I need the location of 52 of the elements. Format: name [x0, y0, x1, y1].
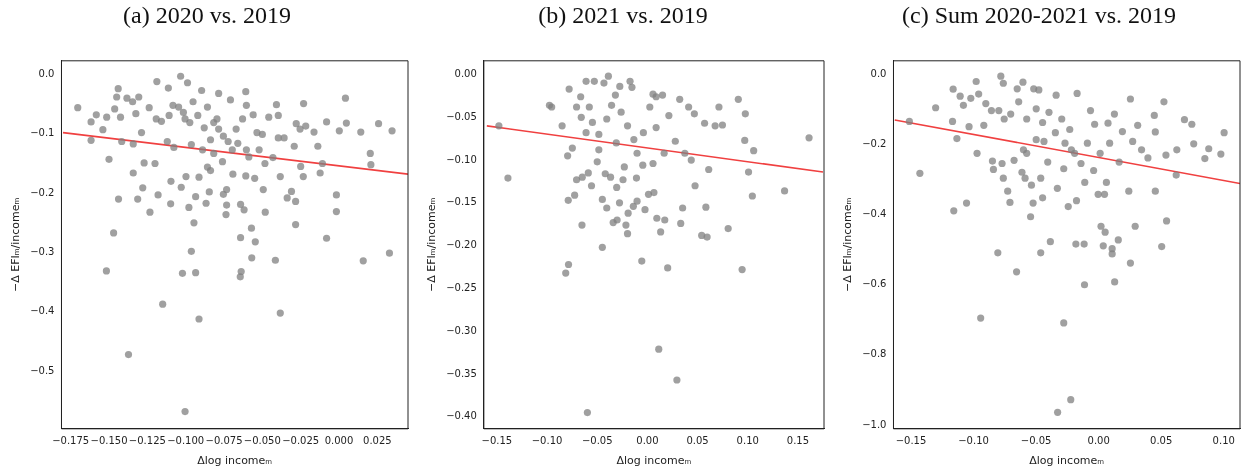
y-tick-label: −0.25 — [446, 282, 477, 294]
y-tick-label: −0.4 — [862, 208, 887, 220]
y-axis-title: −Δ EFIₘ/incomeₘ — [9, 197, 23, 293]
x-tick-label: 0.05 — [1150, 435, 1173, 447]
y-tick-label: −0.4 — [30, 305, 55, 317]
x-tick-label: −0.100 — [167, 435, 205, 447]
x-tick-label: −0.175 — [52, 435, 90, 447]
y-tick-label: 0.0 — [38, 68, 55, 80]
y-tick-label: −0.1 — [30, 127, 55, 139]
y-tick-label: −0.5 — [30, 364, 55, 376]
y-tick-label: −0.05 — [446, 110, 477, 122]
y-tick-label: −1.0 — [862, 418, 887, 430]
y-tick-label: −0.6 — [862, 278, 887, 290]
x-tick-label: −0.15 — [481, 435, 513, 447]
x-tick-label: 0.15 — [786, 435, 810, 447]
x-tick-label: 0.10 — [736, 435, 759, 447]
x-tick-label: −0.10 — [531, 435, 563, 447]
x-axis-title: Δlog incomeₘ — [616, 454, 692, 468]
y-tick-label: −0.10 — [446, 153, 477, 165]
x-tick-label: −0.050 — [243, 435, 281, 447]
x-tick-label: −0.15 — [895, 435, 927, 447]
x-tick-label: 0.025 — [363, 435, 392, 447]
y-axis-title: −Δ EFIₘ/incomeₘ — [841, 197, 855, 293]
chart-title: (c) Sum 2020-2021 vs. 2019 — [902, 1, 1176, 28]
x-tick-label: −0.125 — [128, 435, 166, 447]
y-tick-label: −0.2 — [862, 138, 887, 150]
y-tick-label: −0.35 — [446, 367, 477, 379]
chart-title: (a) 2020 vs. 2019 — [123, 1, 291, 28]
y-tick-label: −0.30 — [446, 324, 477, 336]
x-tick-label: −0.05 — [581, 435, 613, 447]
y-tick-label: −0.40 — [446, 410, 477, 422]
chart-title: (b) 2021 vs. 2019 — [538, 1, 708, 28]
y-tick-label: −0.20 — [446, 239, 477, 251]
y-tick-label: −0.15 — [446, 196, 477, 208]
x-tick-label: 0.10 — [1212, 435, 1235, 447]
x-tick-label: −0.05 — [1020, 435, 1052, 447]
y-tick-label: 0.0 — [870, 68, 887, 80]
x-tick-label: −0.075 — [205, 435, 243, 447]
x-tick-label: 0.00 — [1087, 435, 1110, 447]
y-tick-label: −0.2 — [30, 186, 55, 198]
y-tick-label: −0.3 — [30, 246, 55, 258]
y-axis-title: −Δ EFIₘ/incomeₘ — [425, 197, 439, 293]
y-tick-label: −0.8 — [862, 348, 887, 360]
x-tick-label: 0.05 — [686, 435, 709, 447]
x-tick-label: −0.10 — [958, 435, 989, 447]
x-tick-label: −0.025 — [282, 435, 320, 447]
x-tick-label: 0.00 — [636, 435, 659, 447]
x-axis-title: Δlog incomeₘ — [1029, 454, 1105, 468]
x-tick-label: 0.000 — [324, 435, 354, 447]
y-tick-label: 0.00 — [454, 68, 477, 80]
x-axis-title: Δlog incomeₘ — [197, 454, 273, 468]
x-tick-label: −0.150 — [90, 435, 128, 447]
